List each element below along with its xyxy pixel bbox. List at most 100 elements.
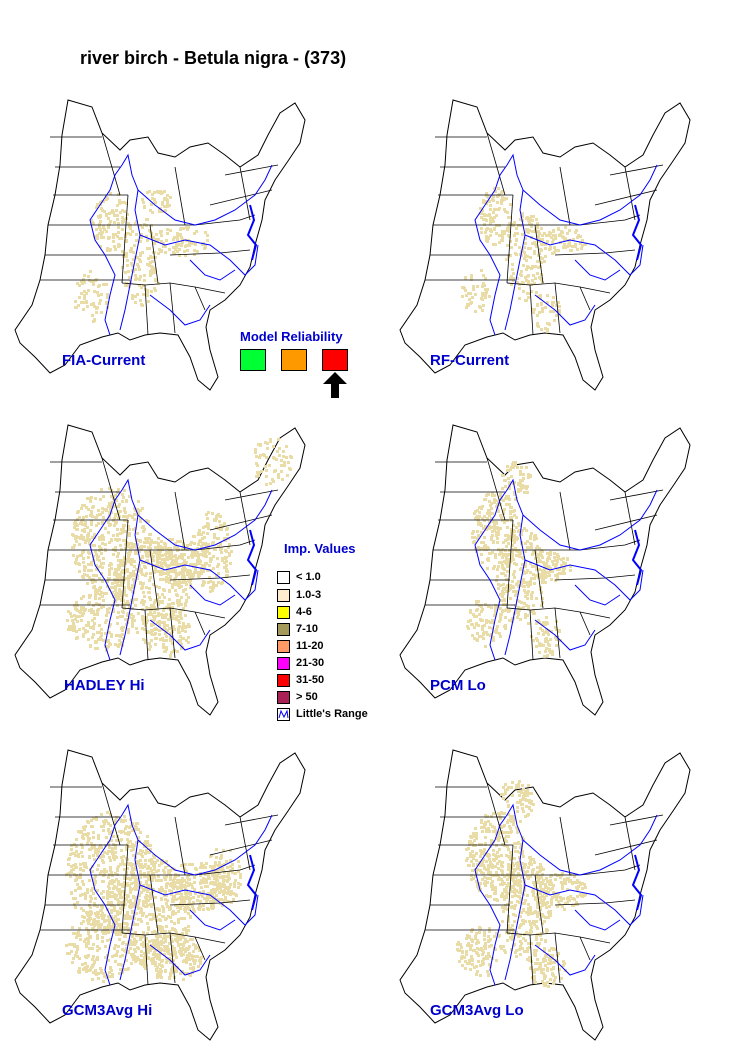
importance-cell	[117, 564, 120, 567]
importance-cell	[100, 633, 103, 636]
importance-cell	[524, 485, 527, 488]
importance-cell	[92, 922, 95, 925]
importance-cell	[493, 614, 496, 617]
importance-cell	[132, 848, 135, 851]
importance-cell	[153, 287, 156, 290]
importance-cell	[153, 242, 156, 245]
importance-cell	[172, 899, 175, 902]
importance-cell	[551, 304, 554, 307]
importance-cell	[142, 284, 145, 287]
importance-cell	[126, 917, 129, 920]
state-border	[239, 816, 251, 871]
importance-cell	[492, 636, 495, 639]
importance-cell	[142, 638, 145, 641]
importance-cell	[180, 643, 183, 646]
importance-cell	[532, 308, 535, 311]
importance-cell	[169, 632, 172, 635]
importance-cell	[101, 209, 104, 212]
importance-cell	[90, 608, 93, 611]
importance-cell	[138, 268, 141, 271]
importance-cell	[202, 552, 205, 555]
importance-cell	[120, 883, 123, 886]
importance-cell	[98, 631, 101, 634]
importance-cell	[81, 614, 84, 617]
importance-cell	[181, 581, 184, 584]
importance-cell	[184, 927, 187, 930]
importance-cell	[499, 593, 502, 596]
importance-cell	[537, 619, 540, 622]
importance-cell	[125, 959, 128, 962]
importance-cell	[514, 243, 517, 246]
importance-cell	[512, 558, 515, 561]
importance-cell	[225, 568, 228, 571]
importance-cell	[500, 572, 503, 575]
importance-cell	[92, 610, 95, 613]
importance-cell	[544, 650, 547, 653]
importance-cell	[186, 249, 189, 252]
importance-cell	[222, 869, 225, 872]
importance-cell	[175, 904, 178, 907]
importance-cell	[131, 867, 134, 870]
importance-cell	[129, 899, 132, 902]
importance-cell	[544, 247, 547, 250]
importance-cell	[75, 540, 78, 543]
importance-cell	[524, 581, 527, 584]
importance-cell	[192, 908, 195, 911]
importance-cell	[206, 532, 209, 535]
importance-cell	[204, 553, 207, 556]
littles-range-line	[474, 204, 501, 336]
importance-cell	[511, 555, 514, 558]
importance-cell	[211, 542, 214, 545]
importance-cell	[215, 584, 218, 587]
importance-cell	[202, 908, 205, 911]
importance-cell	[184, 562, 187, 565]
importance-cell	[200, 886, 203, 889]
importance-cell	[130, 941, 133, 944]
importance-cell	[490, 633, 493, 636]
importance-cell	[150, 639, 153, 642]
importance-cell	[159, 925, 162, 928]
importance-cell	[522, 282, 525, 285]
importance-cell	[93, 883, 96, 886]
importance-cell	[265, 475, 268, 478]
importance-cell	[157, 542, 160, 545]
importance-cell	[500, 516, 503, 519]
importance-cell	[226, 866, 229, 869]
importance-cell	[101, 511, 104, 514]
importance-cell	[114, 513, 117, 516]
importance-cell	[85, 506, 88, 509]
importance-cell	[525, 230, 528, 233]
importance-cell	[219, 902, 222, 905]
importance-cell	[122, 578, 125, 581]
importance-cell	[196, 554, 199, 557]
importance-cell	[167, 869, 170, 872]
importance-cell	[217, 883, 220, 886]
importance-cell	[106, 894, 109, 897]
importance-cell	[114, 851, 117, 854]
importance-cell	[225, 860, 228, 863]
importance-cell	[521, 479, 524, 482]
importance-cell	[128, 915, 131, 918]
importance-cell	[87, 939, 90, 942]
importance-cell	[142, 941, 145, 944]
importance-cell	[522, 473, 525, 476]
importance-cell	[193, 910, 196, 913]
importance-cell	[473, 637, 476, 640]
importance-cell	[121, 228, 124, 231]
importance-cell	[554, 574, 557, 577]
importance-cell	[511, 465, 514, 468]
importance-cell	[117, 552, 120, 555]
importance-cell	[151, 557, 154, 560]
importance-cell	[169, 577, 172, 580]
importance-cell	[123, 606, 126, 609]
importance-cell	[150, 613, 153, 616]
importance-cell	[122, 637, 125, 640]
importance-cell	[206, 544, 209, 547]
importance-cell	[148, 264, 151, 267]
importance-cell	[215, 856, 218, 859]
importance-cell	[134, 875, 137, 878]
importance-cell	[149, 848, 152, 851]
importance-cell	[159, 638, 162, 641]
importance-cell	[538, 311, 541, 314]
importance-cell	[106, 247, 109, 250]
